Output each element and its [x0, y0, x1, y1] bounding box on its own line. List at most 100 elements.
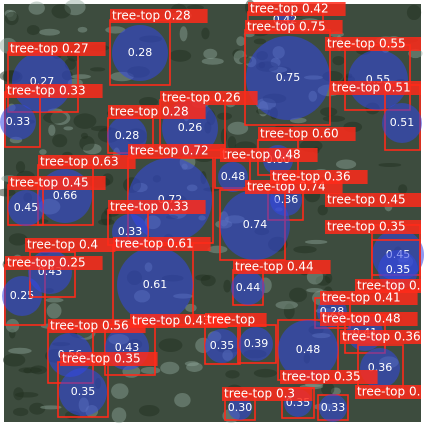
label: tree-top 0.33: [110, 200, 189, 214]
canopy-patch: [70, 74, 91, 79]
label-background: [48, 319, 146, 333]
label-background: [325, 220, 421, 234]
canopy-patch: [236, 36, 246, 47]
label-background: [60, 352, 158, 366]
canopy-patch: [13, 387, 24, 401]
label: tree-top 0.33: [357, 385, 425, 399]
label: tree-top 0.27: [10, 42, 89, 56]
canopy-patch: [77, 26, 88, 33]
canopy-patch: [12, 407, 29, 417]
score: 0.44: [236, 281, 261, 294]
tree-crown: [220, 190, 290, 260]
score: 0.33: [321, 401, 346, 414]
score: 0.66: [53, 189, 78, 202]
label-background: [108, 200, 206, 214]
label-background: [330, 81, 421, 95]
canopy-patch: [80, 132, 89, 139]
canopy-patch: [203, 48, 218, 59]
canopy-patch: [283, 303, 295, 319]
canopy-patch: [48, 124, 56, 136]
label-background: [5, 84, 103, 98]
label-background: [270, 170, 368, 184]
label-background: [128, 144, 226, 158]
canopy-patch: [43, 111, 67, 124]
canopy-patch: [184, 361, 199, 367]
tree-crown: [205, 329, 239, 363]
canopy-patch: [322, 115, 346, 122]
canopy-patch: [378, 162, 402, 167]
label: tree-top 0.60: [260, 127, 339, 141]
canopy-patch: [289, 287, 307, 303]
score: 0.35: [71, 385, 96, 398]
tree-crown: [228, 396, 252, 420]
canopy-patch: [332, 55, 345, 66]
canopy-patch: [63, 126, 74, 131]
label-background: [325, 193, 421, 207]
label-background: [160, 91, 258, 105]
canopy-patch: [321, 381, 335, 396]
label-background: [280, 370, 378, 384]
label: tree-top 0.43: [132, 314, 211, 328]
score: 0.45: [14, 201, 39, 214]
label-background: [340, 330, 421, 344]
label: tree-top 0.26: [162, 91, 241, 105]
label-background: [8, 176, 106, 190]
label-background: [222, 387, 313, 401]
canopy-patch: [223, 279, 232, 293]
label-background: [320, 312, 418, 326]
canopy-patch: [26, 25, 40, 36]
canopy-patch: [253, 38, 267, 45]
label: tree-top 0.42: [250, 2, 329, 16]
label: tree-top 0.28: [357, 279, 425, 293]
canopy-patch: [15, 161, 26, 173]
score: 0.39: [244, 337, 269, 350]
canopy-patch: [232, 49, 243, 59]
score: 0.35: [386, 263, 411, 276]
label-background: [245, 20, 343, 34]
tree-crown: [278, 320, 338, 380]
tree-crown: [239, 327, 273, 361]
label: tree-top 0.45: [10, 176, 89, 190]
canopy-patch: [201, 57, 224, 65]
canopy-patch: [179, 26, 188, 42]
label-background: [258, 127, 356, 141]
canopy-patch: [169, 49, 192, 62]
canopy-patch: [408, 48, 423, 59]
label: tree-top 0.28: [110, 105, 189, 119]
canopy-patch: [8, 347, 32, 354]
canopy-patch: [227, 121, 249, 135]
canopy-patch: [253, 368, 277, 378]
score: 0.28: [128, 46, 153, 59]
canopy-patch: [140, 366, 161, 375]
canopy-patch: [8, 233, 28, 246]
label: tree-top 0.55: [327, 37, 406, 51]
canopy-patch: [9, 328, 16, 339]
canopy-patch: [52, 134, 68, 148]
label-background: [320, 291, 418, 305]
label-background: [113, 237, 211, 251]
label-background: [110, 9, 208, 23]
label: tree-top 0.51: [332, 81, 411, 95]
label: tree-top 0.36: [342, 330, 421, 344]
label-background: [205, 313, 267, 327]
label: tree-top 0.28: [112, 9, 191, 23]
label-background: [325, 37, 421, 51]
canopy-patch: [51, 4, 71, 19]
canopy-patch: [90, 67, 106, 72]
canopy-patch: [160, 361, 180, 375]
canopy-patch: [4, 11, 19, 26]
canopy-patch: [158, 338, 183, 353]
label: tree-top 0.4: [27, 238, 98, 252]
canopy-patch: [186, 4, 204, 11]
label: tree-top 0.33: [7, 84, 86, 98]
label-background: [25, 238, 116, 252]
canopy-patch: [185, 303, 197, 312]
canopy-patch: [406, 4, 422, 21]
label: tree-top: [207, 313, 255, 327]
canopy-patch: [275, 300, 298, 310]
canopy-patch: [18, 367, 42, 374]
label-background: [5, 256, 103, 270]
tree-crown: [218, 162, 248, 192]
